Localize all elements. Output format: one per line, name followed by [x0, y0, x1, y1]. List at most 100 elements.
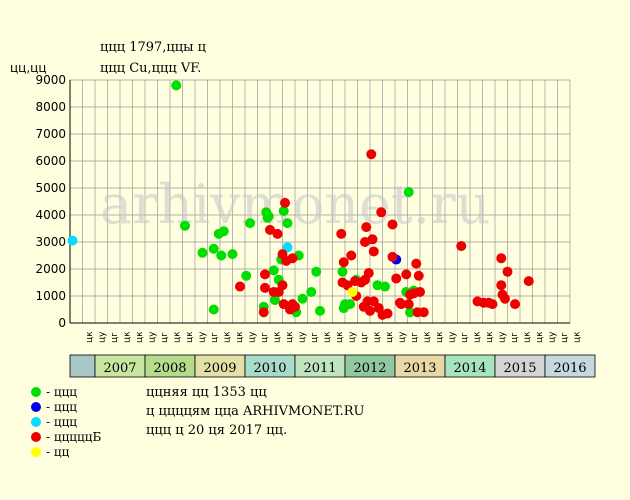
- chart-subtitle: ццц Cu,ццц VF.: [100, 61, 201, 76]
- data-point-green: [171, 80, 182, 91]
- data-point-green: [208, 304, 219, 315]
- data-point-yellow: [347, 286, 358, 297]
- data-point-red: [287, 253, 298, 264]
- data-point-green: [263, 211, 274, 222]
- quarter-tick-label: цг: [260, 332, 270, 343]
- quarter-tick-label: цк: [335, 331, 345, 343]
- data-point-red: [396, 299, 407, 310]
- data-point-red: [260, 269, 270, 280]
- quarter-tick-label: цу: [497, 331, 507, 343]
- data-point-red: [280, 197, 290, 208]
- data-point-red: [403, 299, 414, 310]
- data-point-red: [387, 251, 398, 262]
- y-tick-label: 9000: [35, 73, 66, 87]
- quarter-tick-label: цк: [385, 331, 395, 343]
- legend-label: - ццц: [46, 385, 77, 399]
- legend-label: - ццц: [46, 400, 77, 414]
- data-point-red: [500, 293, 510, 304]
- data-point-green: [208, 243, 219, 254]
- quarter-tick-label: цк: [522, 331, 532, 343]
- data-point-red: [413, 270, 424, 281]
- grid: [70, 79, 571, 324]
- data-point-green: [227, 249, 238, 260]
- data-point-green: [180, 220, 190, 231]
- data-point-red: [336, 228, 347, 239]
- y-axis-label: цц,цц: [10, 61, 47, 75]
- quarter-tick-label: цк: [185, 331, 195, 343]
- data-point-red: [367, 234, 378, 245]
- year-label: 2012: [353, 361, 386, 376]
- y-tick-label: 1000: [35, 289, 66, 303]
- quarter-tick-label: цг: [110, 332, 120, 343]
- legend-marker-blue: [31, 402, 41, 412]
- quarter-tick-label: цк: [85, 331, 95, 343]
- quarter-tick-label: цк: [435, 331, 445, 343]
- quarter-tick-label: цк: [235, 331, 245, 343]
- data-point-red: [258, 307, 269, 318]
- y-tick-labels: 0 1000 2000 3000 4000 5000 6000 7000 8000 9000: [35, 73, 66, 330]
- year-label: 2015: [503, 361, 536, 376]
- quarter-tick-label: цк: [222, 331, 232, 343]
- legend-marker-cyan: [31, 417, 41, 427]
- y-tick-label: 3000: [35, 235, 66, 249]
- data-point-red: [391, 273, 402, 284]
- quarter-tick-label: цк: [422, 331, 432, 343]
- chart-title: ццц 1797,ццы ц: [100, 40, 206, 55]
- data-point-red: [368, 246, 379, 257]
- data-point-green: [197, 247, 208, 258]
- quarter-tick-label: цу: [397, 331, 407, 343]
- data-point-red: [265, 224, 275, 235]
- quarter-tick-label: цк: [372, 331, 382, 343]
- data-point-red: [487, 299, 498, 310]
- axes: [69, 80, 570, 324]
- notes: ццняя цц 1353 цц ц ццццям цца ARHIVMONET.…: [146, 385, 365, 438]
- year-cell-2016: [544, 354, 596, 378]
- quarter-tick-label: цк: [272, 331, 282, 343]
- data-point-green: [372, 280, 383, 291]
- data-point-cyan: [67, 235, 78, 246]
- quarter-tick-label: цк: [572, 331, 582, 343]
- year-label: 2011: [303, 361, 336, 376]
- legend-marker-red: [31, 432, 41, 442]
- data-point-red: [235, 281, 245, 292]
- data-point-green: [306, 286, 317, 297]
- data-point-green: [245, 218, 255, 229]
- note-line: ццняя цц 1353 цц: [146, 385, 267, 400]
- data-point-green: [216, 250, 227, 261]
- quarter-tick-label: цг: [310, 332, 320, 343]
- year-label: 2010: [253, 361, 286, 376]
- data-point-red: [411, 258, 422, 269]
- year-cell-lead: [69, 354, 96, 378]
- data-point-red: [277, 280, 288, 291]
- data-point-green: [270, 295, 280, 306]
- data-point-red: [415, 286, 425, 297]
- quarter-tick-label: цу: [197, 331, 207, 343]
- legend-marker-green: [31, 387, 41, 397]
- data-point-red: [360, 237, 370, 247]
- data-point-red: [290, 301, 300, 312]
- quarter-tick-label: цк: [472, 331, 482, 343]
- quarter-tick-label: цг: [460, 332, 470, 343]
- quarter-tick-label: цу: [447, 331, 457, 343]
- data-point-red: [510, 299, 520, 310]
- data-point-red: [382, 308, 393, 319]
- data-point-red: [376, 207, 387, 218]
- data-point-green: [241, 270, 252, 281]
- y-tick-label: 5000: [35, 181, 66, 195]
- quarter-tick-label: цу: [147, 331, 157, 343]
- quarter-tick-label: цу: [297, 331, 307, 343]
- year-label: 2014: [453, 361, 486, 376]
- y-tick-label: 8000: [35, 100, 66, 114]
- quarter-tick-label: цг: [510, 332, 520, 343]
- data-point-green: [282, 218, 293, 229]
- data-point-red: [260, 282, 270, 293]
- quarter-tick-label: цу: [347, 331, 357, 343]
- data-point-green: [268, 265, 279, 276]
- quarter-tick-label: цг: [360, 332, 370, 343]
- y-tick-label: 4000: [35, 208, 66, 222]
- year-label: 2016: [553, 361, 586, 376]
- data-point-red: [338, 257, 349, 268]
- quarter-tick-label: цг: [210, 332, 220, 343]
- data-point-green: [405, 307, 415, 318]
